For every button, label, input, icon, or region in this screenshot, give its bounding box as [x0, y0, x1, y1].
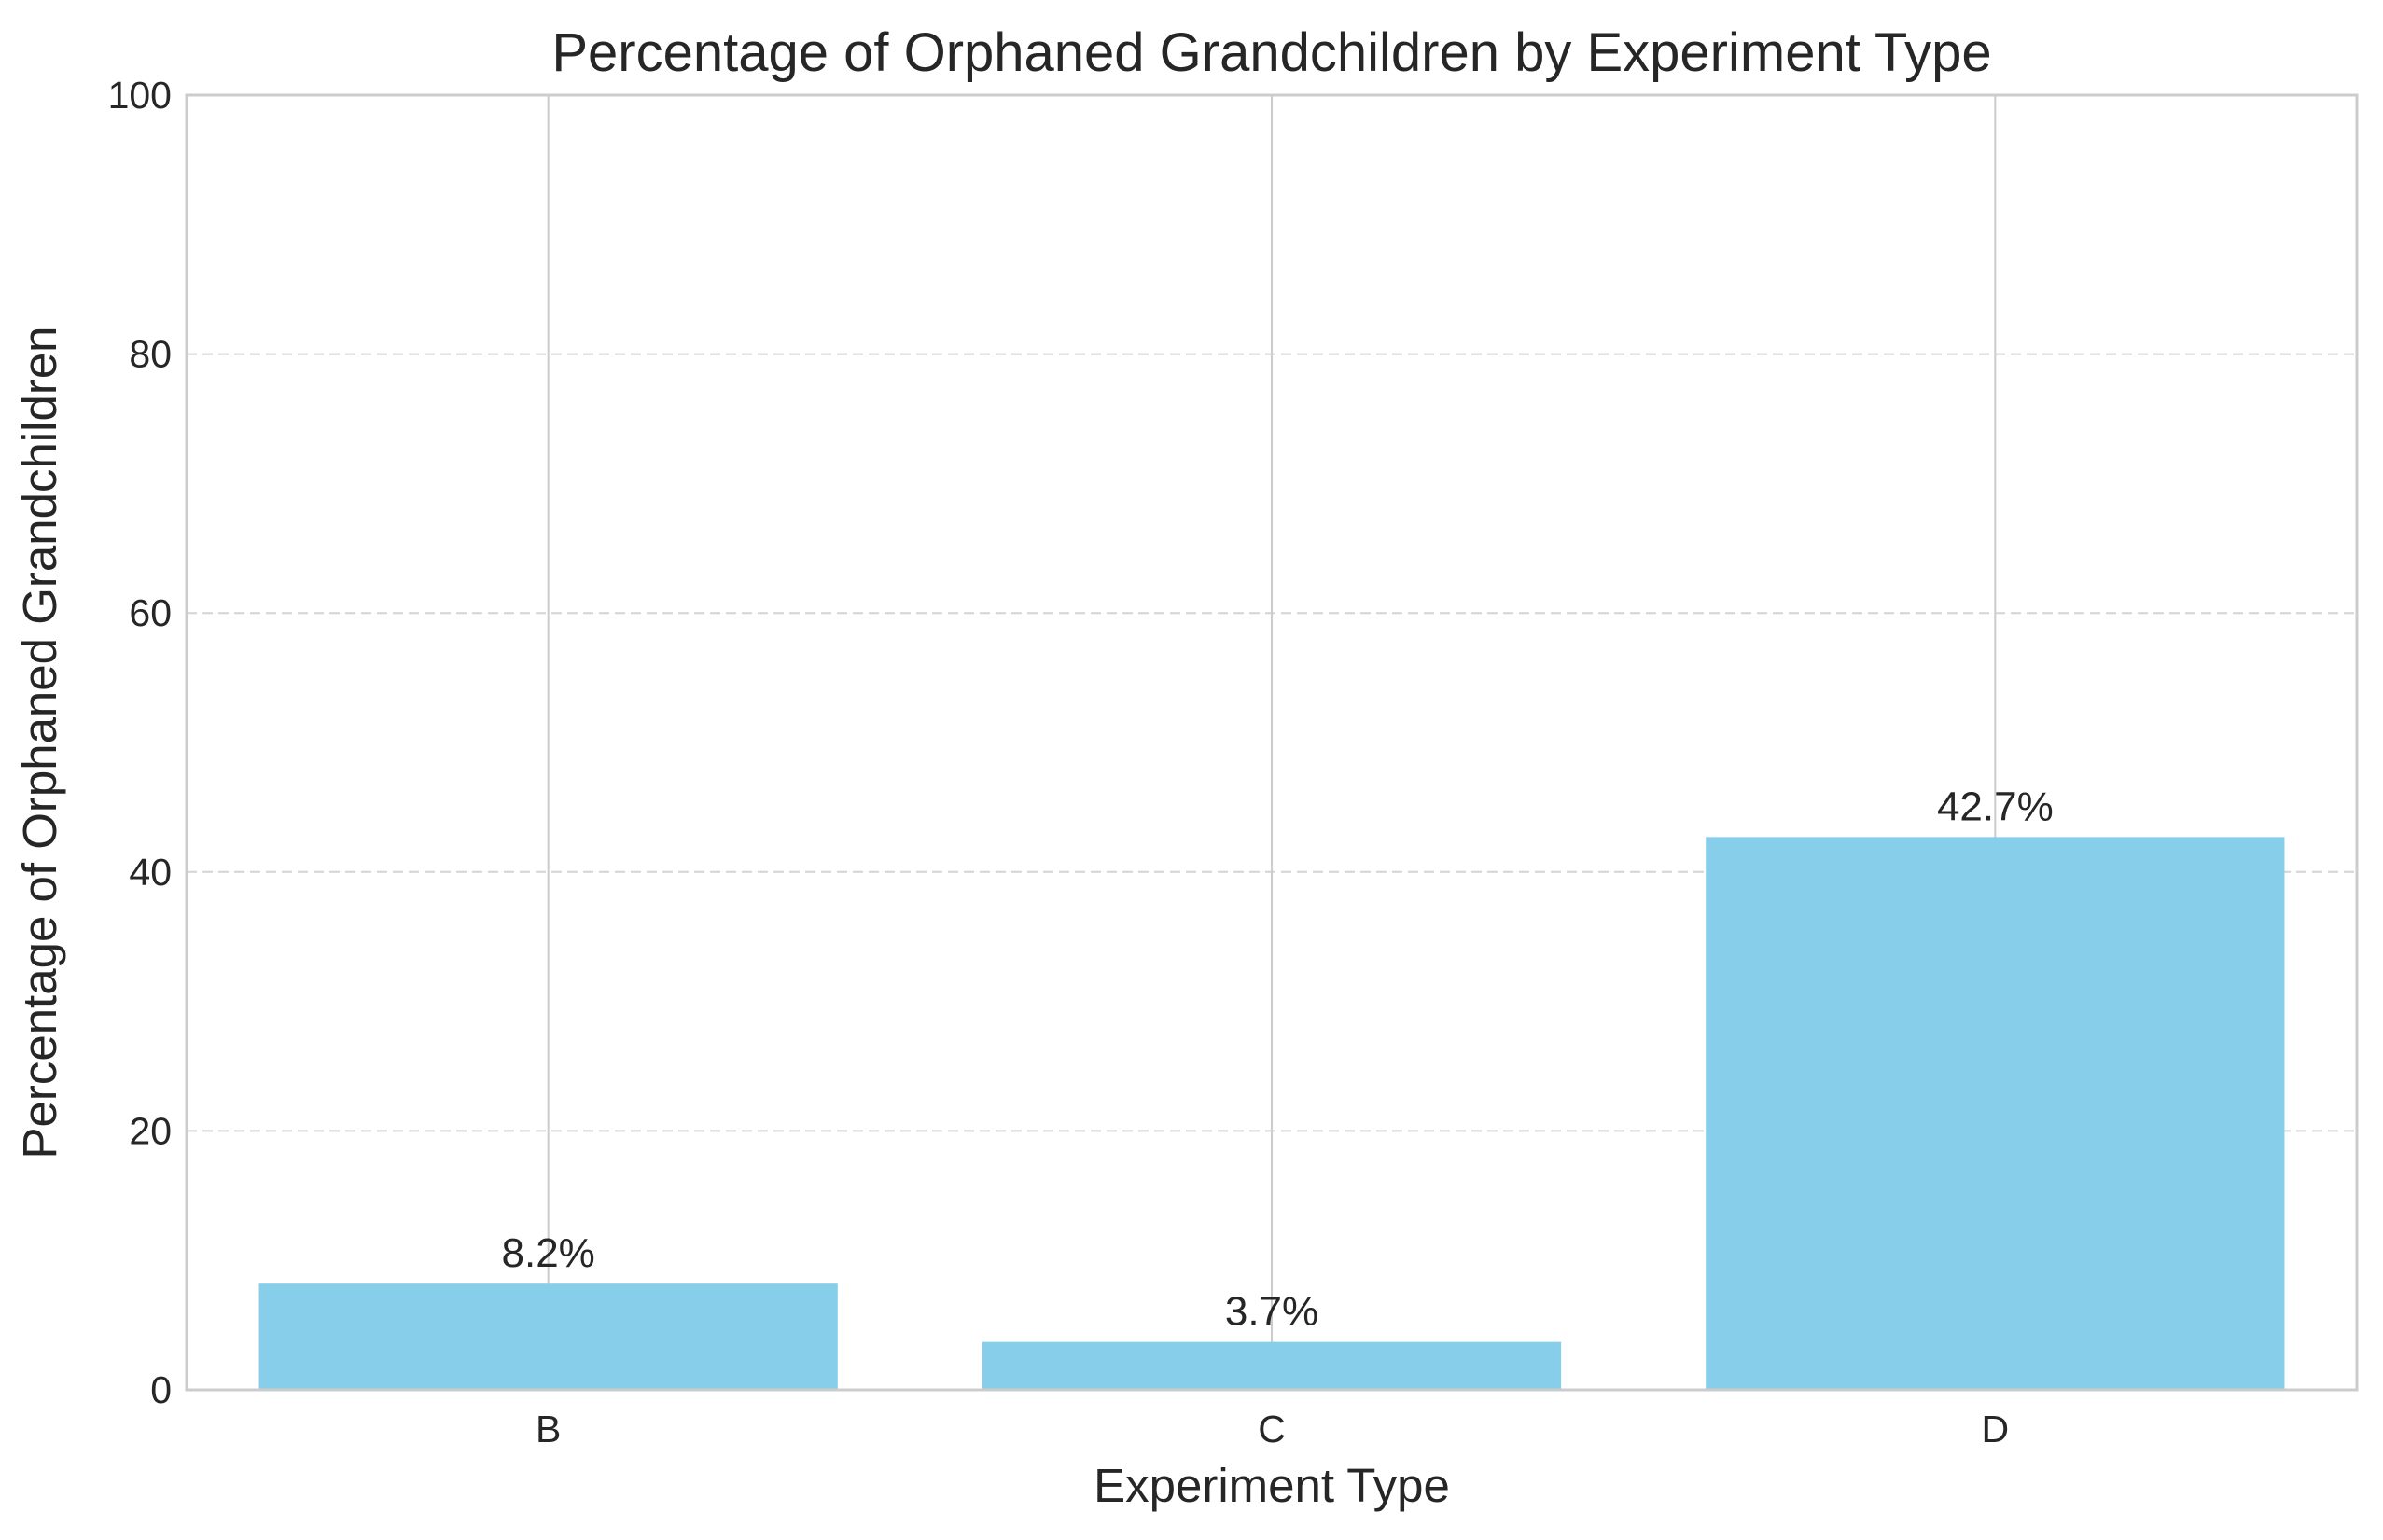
y-axis-label: Percentage of Orphaned Grandchildren	[13, 326, 66, 1158]
y-tick-label: 60	[129, 591, 172, 634]
y-tick-label: 80	[129, 333, 172, 376]
bar-B	[258, 1283, 838, 1390]
x-tick-label: B	[536, 1408, 561, 1450]
x-tick-label: D	[1982, 1408, 2010, 1450]
chart-title: Percentage of Orphaned Grandchildren by …	[551, 22, 1991, 83]
x-axis-label: Experiment Type	[1094, 1459, 1450, 1512]
y-tick-label: 20	[129, 1109, 172, 1152]
y-tick-label: 100	[108, 74, 172, 117]
plot-frame	[185, 93, 2359, 1392]
x-tick-label: C	[1258, 1408, 1286, 1450]
ticks-layer: 0 20 40 60 80 100 B C D	[108, 74, 2010, 1450]
y-tick-label: 0	[150, 1368, 172, 1411]
data-label-C: 3.7%	[1225, 1289, 1318, 1335]
bars-layer	[258, 837, 2285, 1390]
labels-layer: 8.2% 3.7% 42.7%	[502, 784, 2054, 1334]
data-label-B: 8.2%	[502, 1230, 595, 1276]
bar-C	[982, 1341, 1562, 1390]
y-tick-label: 40	[129, 851, 172, 894]
bar-D	[1706, 837, 2285, 1390]
data-label-D: 42.7%	[1937, 784, 2054, 829]
